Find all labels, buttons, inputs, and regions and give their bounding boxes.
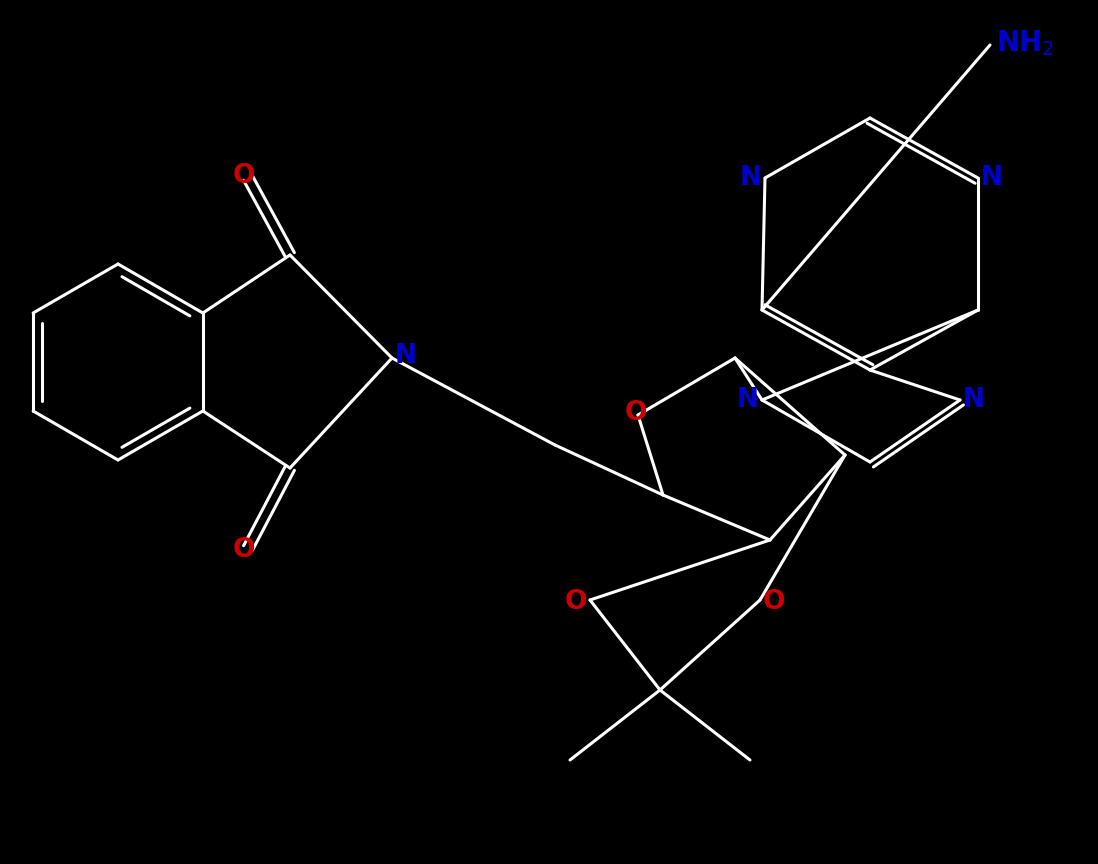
Text: N: N xyxy=(981,165,1002,191)
Text: O: O xyxy=(564,589,587,615)
Text: O: O xyxy=(763,589,785,615)
Text: O: O xyxy=(625,400,647,426)
Text: N: N xyxy=(740,165,762,191)
Text: N: N xyxy=(737,387,759,413)
Text: O: O xyxy=(233,163,255,189)
Text: N: N xyxy=(963,387,985,413)
Text: O: O xyxy=(233,537,255,563)
Text: N: N xyxy=(395,343,417,369)
Text: NH$_2$: NH$_2$ xyxy=(996,29,1054,58)
